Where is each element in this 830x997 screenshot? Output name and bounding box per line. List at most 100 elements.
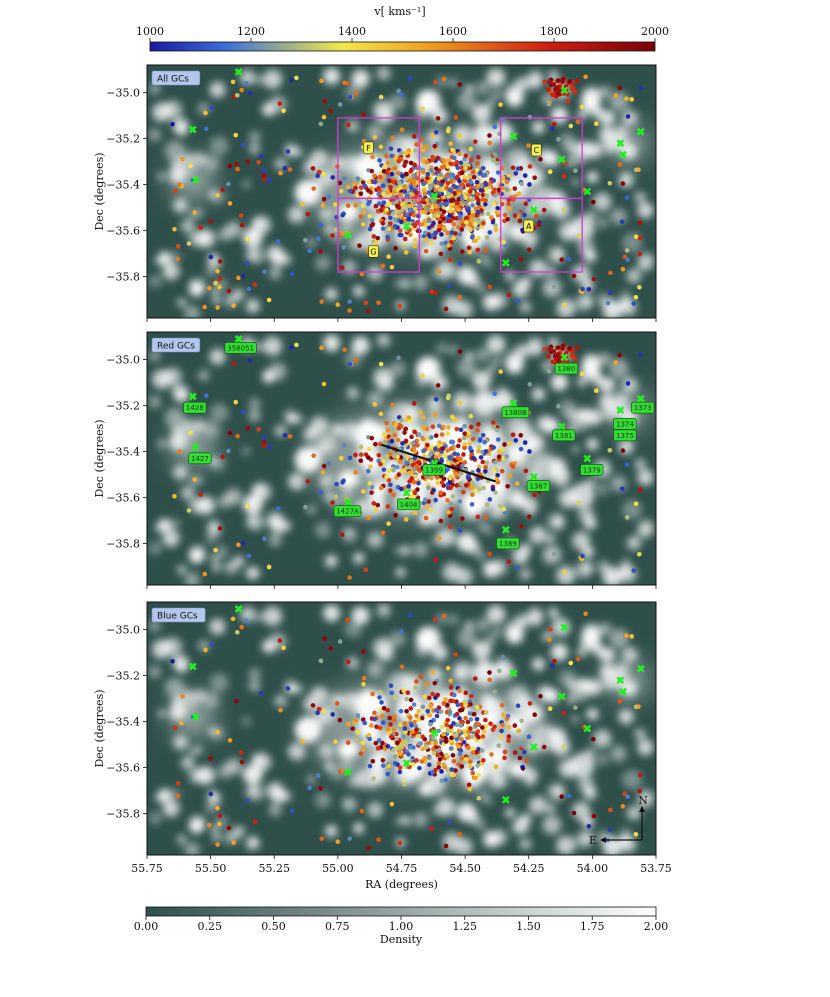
gc-point bbox=[451, 773, 457, 778]
gc-point bbox=[347, 836, 352, 841]
gc-point bbox=[591, 276, 597, 282]
gc-point bbox=[458, 160, 464, 166]
gc-point bbox=[371, 501, 377, 506]
density-blob bbox=[286, 413, 297, 424]
gc-point bbox=[396, 472, 402, 477]
gc-point bbox=[179, 720, 184, 726]
gc-point bbox=[484, 193, 490, 198]
gc-point bbox=[502, 442, 507, 447]
gc-point bbox=[403, 439, 409, 444]
gc-point bbox=[383, 439, 388, 445]
y-tick-label: −35.2 bbox=[106, 400, 140, 413]
galaxy-label: 1374 bbox=[616, 420, 634, 428]
galaxy-marker bbox=[616, 406, 625, 415]
density-blob bbox=[485, 364, 496, 376]
density-blob bbox=[315, 792, 331, 808]
gc-point bbox=[526, 247, 532, 253]
gc-point bbox=[481, 729, 487, 734]
gc-point bbox=[471, 711, 477, 717]
gc-point bbox=[355, 176, 361, 181]
density-blob bbox=[254, 342, 264, 352]
density-blob bbox=[482, 831, 500, 848]
gc-point bbox=[321, 708, 327, 714]
gc-point bbox=[365, 455, 371, 460]
gc-point bbox=[385, 707, 391, 713]
gc-point bbox=[215, 268, 220, 274]
gc-point bbox=[220, 187, 225, 193]
gc-point bbox=[448, 678, 453, 683]
gc-point bbox=[522, 212, 527, 218]
gc-point bbox=[459, 170, 465, 176]
gc-point bbox=[321, 171, 327, 177]
gc-point bbox=[441, 763, 447, 768]
gc-point bbox=[555, 345, 561, 350]
gc-point bbox=[532, 492, 537, 498]
gc-point bbox=[342, 347, 347, 353]
gc-point bbox=[435, 383, 441, 388]
gc-point bbox=[500, 654, 506, 660]
gc-point bbox=[391, 453, 397, 459]
density-blob bbox=[472, 103, 492, 123]
gc-point bbox=[480, 432, 486, 438]
gc-point bbox=[426, 485, 431, 491]
gc-point bbox=[310, 166, 316, 171]
galaxy-markers bbox=[188, 604, 645, 804]
gc-point bbox=[454, 736, 460, 742]
gc-point bbox=[372, 134, 378, 140]
density-blob bbox=[519, 301, 532, 313]
gc-point bbox=[353, 203, 358, 208]
gc-point bbox=[481, 221, 486, 226]
gc-point bbox=[416, 708, 421, 714]
gc-point bbox=[406, 216, 411, 222]
gc-point bbox=[402, 430, 407, 435]
gc-point bbox=[392, 761, 398, 766]
density-blob bbox=[338, 470, 357, 489]
density-blob bbox=[177, 298, 187, 308]
gc-point bbox=[347, 455, 353, 461]
gc-point bbox=[463, 483, 469, 488]
density-blob bbox=[389, 93, 406, 111]
gc-point bbox=[445, 128, 451, 134]
gc-point bbox=[208, 219, 213, 224]
gc-point bbox=[449, 735, 454, 741]
gc-point bbox=[492, 124, 498, 130]
density-blob bbox=[306, 775, 316, 785]
gc-point bbox=[259, 690, 264, 696]
density-blob bbox=[613, 126, 629, 142]
gc-point bbox=[490, 190, 496, 195]
gc-point bbox=[391, 468, 396, 473]
density-blob bbox=[456, 802, 476, 822]
gc-point bbox=[370, 691, 375, 697]
gc-point bbox=[636, 167, 641, 172]
gc-point bbox=[457, 294, 463, 300]
gc-point bbox=[450, 414, 455, 420]
gc-point bbox=[380, 720, 386, 725]
gc-point bbox=[316, 706, 322, 712]
density-blob bbox=[189, 820, 203, 834]
gc-point bbox=[414, 190, 419, 195]
gc-point bbox=[473, 221, 479, 227]
gc-point bbox=[281, 645, 286, 651]
gc-point bbox=[575, 119, 581, 125]
gc-point bbox=[506, 734, 512, 739]
gc-point bbox=[354, 90, 359, 96]
gc-point bbox=[487, 140, 492, 146]
gc-point bbox=[484, 460, 490, 465]
gc-point bbox=[476, 197, 481, 203]
gc-point bbox=[441, 76, 447, 82]
gc-point bbox=[510, 464, 516, 469]
density-blob bbox=[262, 606, 283, 626]
gc-point bbox=[397, 214, 403, 219]
galaxy-marker bbox=[560, 353, 569, 362]
gc-point bbox=[483, 186, 489, 192]
galaxy-label-box bbox=[422, 463, 446, 476]
gc-point bbox=[404, 453, 409, 459]
gc-point bbox=[360, 740, 366, 746]
gc-point bbox=[412, 162, 418, 168]
gc-point bbox=[420, 209, 425, 215]
density-blob bbox=[173, 197, 188, 213]
gc-point bbox=[239, 222, 245, 228]
density-blob bbox=[475, 347, 490, 363]
density-blob bbox=[184, 572, 200, 585]
gc-point bbox=[492, 391, 498, 397]
